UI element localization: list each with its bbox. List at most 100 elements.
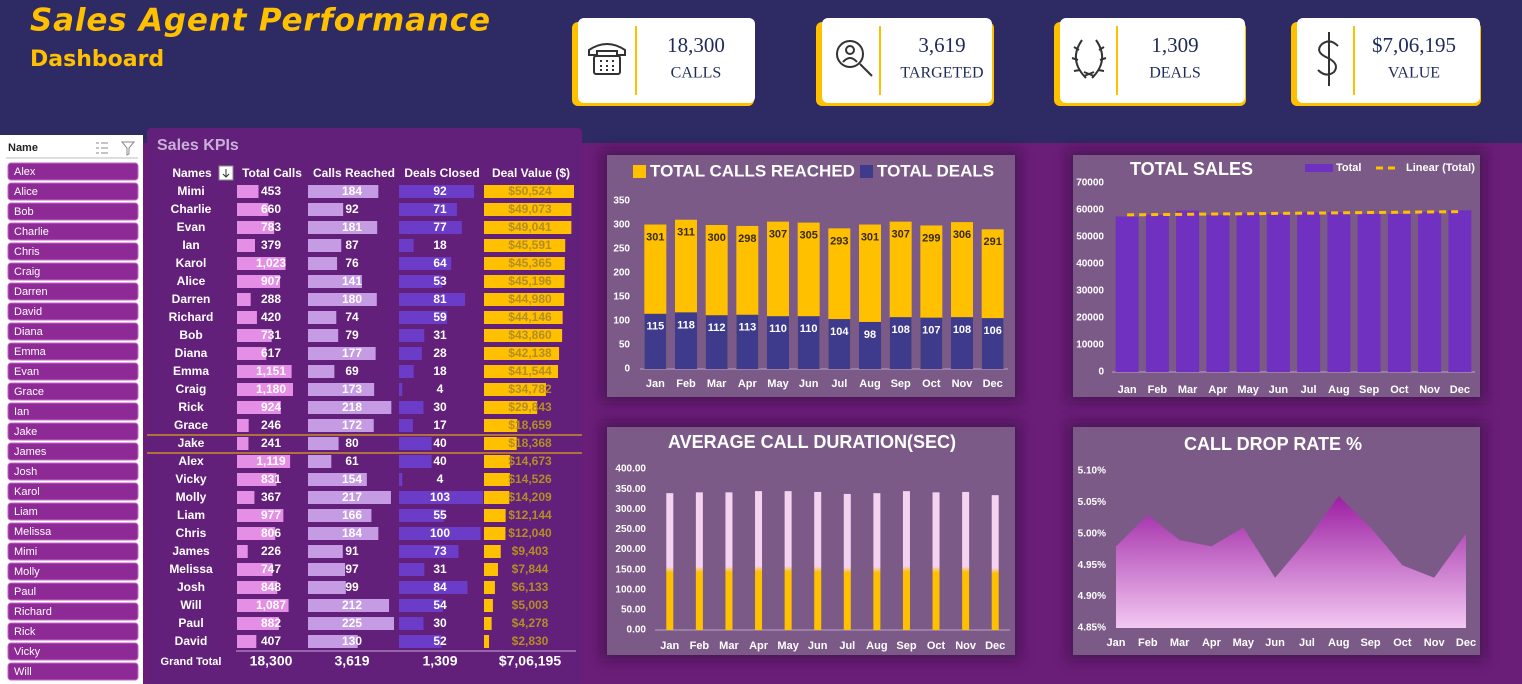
bar bbox=[962, 491, 970, 630]
slicer-item[interactable] bbox=[7, 322, 139, 341]
slicer-item-label: Alice bbox=[14, 186, 38, 198]
cell-value: $49,073 bbox=[508, 202, 552, 216]
y-tick-label: 60000 bbox=[1076, 205, 1104, 216]
cell-value: $29,843 bbox=[508, 400, 552, 414]
slicer-item[interactable] bbox=[7, 402, 139, 421]
kpi-label: DEALS bbox=[1149, 65, 1201, 82]
slicer-item[interactable] bbox=[7, 662, 139, 681]
bar bbox=[873, 493, 881, 630]
data-label: 306 bbox=[953, 229, 971, 241]
slicer-item-label: Diana bbox=[14, 326, 44, 338]
cell-value: 73 bbox=[433, 544, 447, 558]
slicer-item[interactable] bbox=[7, 262, 139, 281]
cell-value: $45,365 bbox=[508, 256, 552, 270]
x-tick-label: May bbox=[777, 640, 799, 652]
cell-value: 1,180 bbox=[256, 382, 286, 396]
slicer-item[interactable] bbox=[7, 622, 139, 641]
y-tick-label: 200 bbox=[613, 268, 630, 279]
data-bar bbox=[399, 563, 425, 576]
grand-total: $7,06,195 bbox=[499, 653, 561, 669]
phone-icon bbox=[588, 43, 626, 75]
x-tick-label: Jul bbox=[839, 640, 855, 652]
data-bar bbox=[484, 455, 511, 468]
slicer-item[interactable] bbox=[7, 502, 139, 521]
slicer-item[interactable] bbox=[7, 442, 139, 461]
data-bar bbox=[399, 383, 403, 396]
chart-title: TOTAL SALES bbox=[1130, 159, 1253, 179]
x-tick-label: Apr bbox=[749, 640, 769, 652]
slicer-item[interactable] bbox=[7, 282, 139, 301]
slicer-item[interactable] bbox=[7, 582, 139, 601]
slicer-item[interactable] bbox=[7, 602, 139, 621]
slicer-item-label: Melissa bbox=[14, 526, 52, 538]
y-tick-label: 0 bbox=[624, 364, 630, 375]
y-tick-label: 100.00 bbox=[615, 584, 646, 595]
cell-value: 97 bbox=[345, 562, 359, 576]
slicer-item-label: James bbox=[14, 446, 47, 458]
data-bar bbox=[308, 581, 346, 594]
slicer-item[interactable] bbox=[7, 422, 139, 441]
x-tick-label: Feb bbox=[676, 378, 696, 390]
trend-line bbox=[1127, 210, 1460, 217]
legend-swatch bbox=[860, 165, 873, 178]
x-tick-label: Apr bbox=[1202, 637, 1222, 649]
cell-value: 977 bbox=[261, 508, 281, 522]
table-title: Sales KPIs bbox=[157, 137, 239, 154]
cell-value: 226 bbox=[261, 544, 281, 558]
slicer-item[interactable] bbox=[7, 462, 139, 481]
slicer-item[interactable] bbox=[7, 362, 139, 381]
slicer-item[interactable] bbox=[7, 542, 139, 561]
slicer-item[interactable] bbox=[7, 522, 139, 541]
data-bar bbox=[237, 365, 292, 378]
data-bar bbox=[308, 599, 390, 612]
slicer-item[interactable] bbox=[7, 382, 139, 401]
data-bar bbox=[399, 275, 443, 288]
row-name: Chris bbox=[176, 526, 207, 540]
slicer-item[interactable] bbox=[7, 482, 139, 501]
slicer-item[interactable] bbox=[7, 342, 139, 361]
data-bar bbox=[308, 563, 346, 576]
slicer-item[interactable] bbox=[7, 302, 139, 321]
data-bar bbox=[237, 419, 249, 432]
data-bar bbox=[484, 383, 546, 396]
bar bbox=[1387, 214, 1411, 372]
slicer-item-label: Vicky bbox=[14, 646, 41, 658]
slicer-item[interactable] bbox=[7, 182, 139, 201]
slicer-item[interactable] bbox=[7, 242, 139, 261]
data-bar bbox=[308, 293, 377, 306]
slicer-item[interactable] bbox=[7, 202, 139, 221]
data-bar bbox=[399, 617, 424, 630]
bar bbox=[951, 317, 973, 369]
row-name: Paul bbox=[178, 616, 203, 630]
bar bbox=[725, 492, 733, 630]
slicer-icons[interactable] bbox=[96, 141, 136, 156]
bar bbox=[666, 493, 674, 630]
slicer-item[interactable] bbox=[7, 562, 139, 581]
legend-swatch bbox=[1305, 164, 1333, 172]
x-tick-label: Nov bbox=[955, 640, 977, 652]
cell-value: $14,673 bbox=[508, 454, 552, 468]
cell-value: 54 bbox=[433, 598, 447, 612]
data-bar bbox=[237, 203, 269, 216]
slicer-item[interactable] bbox=[7, 222, 139, 241]
slicer-item[interactable] bbox=[7, 642, 139, 661]
cell-value: 130 bbox=[342, 634, 362, 648]
x-tick-label: Sep bbox=[896, 640, 916, 652]
x-tick-label: Jun bbox=[808, 640, 828, 652]
cell-value: 180 bbox=[342, 292, 362, 306]
x-tick-label: Mar bbox=[719, 640, 739, 652]
cell-value: 18 bbox=[433, 364, 447, 378]
slicer-item[interactable] bbox=[7, 162, 139, 181]
cell-value: 28 bbox=[433, 346, 447, 360]
cell-value: 407 bbox=[261, 634, 281, 648]
cell-value: $5,003 bbox=[512, 598, 549, 612]
y-tick-label: 20000 bbox=[1076, 313, 1104, 324]
cell-value: 731 bbox=[261, 328, 281, 342]
row-name: Richard bbox=[169, 310, 214, 324]
cell-value: 81 bbox=[433, 292, 447, 306]
data-bar bbox=[484, 185, 574, 198]
data-bar bbox=[484, 257, 565, 270]
data-bar bbox=[484, 491, 510, 504]
chart-panel bbox=[607, 427, 1015, 655]
